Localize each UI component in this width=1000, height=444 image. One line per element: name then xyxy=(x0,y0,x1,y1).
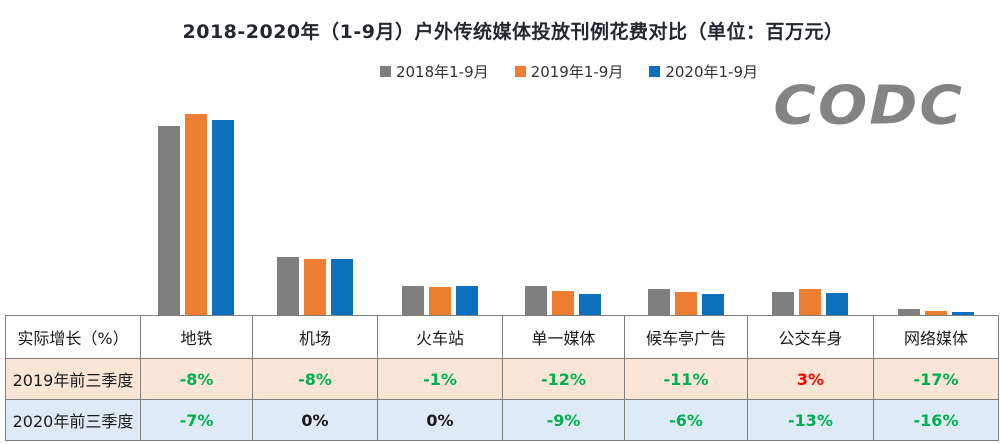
legend-label: 2020年1-9月 xyxy=(665,63,759,81)
chart-bar xyxy=(276,257,299,315)
growth-value-cell: -9% xyxy=(502,399,625,441)
chart-bar xyxy=(525,286,547,315)
table-column-header: 机场 xyxy=(252,315,378,359)
chart-bar xyxy=(330,259,353,315)
growth-value-cell: -1% xyxy=(377,358,503,400)
bar-group-3 xyxy=(377,98,502,315)
bar-group-7 xyxy=(873,98,998,315)
table-column-header: 公交车身 xyxy=(747,315,874,359)
growth-value-cell: -17% xyxy=(873,358,999,400)
growth-table: 实际增长（%） 地铁 机场 火车站 单一媒体 候车亭广告 公交车身 网络媒体 2019年前三季度… xyxy=(5,315,999,441)
legend-item: 2019年1-9月 xyxy=(514,61,624,82)
chart-bar xyxy=(826,293,848,315)
growth-value-cell: 0% xyxy=(252,399,378,441)
legend-label: 2019年1-9月 xyxy=(530,63,624,81)
chart-bar xyxy=(428,287,451,315)
growth-value-cell: 0% xyxy=(377,399,503,441)
bar-group-6 xyxy=(747,98,873,315)
growth-value-cell: -8% xyxy=(140,358,253,400)
table-column-header: 网络媒体 xyxy=(873,315,999,359)
legend-swatch-icon xyxy=(649,66,661,77)
table-header-row: 实际增长（%） 地铁 机场 火车站 单一媒体 候车亭广告 公交车身 网络媒体 xyxy=(5,315,999,359)
legend-item: 2018年1-9月 xyxy=(379,61,489,82)
growth-value-cell: -6% xyxy=(624,399,748,441)
table-row: 2019年前三季度 -8% -8% -1% -12% -11% 3% -17% xyxy=(5,358,999,400)
bar-group-4 xyxy=(502,98,624,315)
chart-bar xyxy=(401,286,424,315)
legend-swatch-icon xyxy=(379,66,391,77)
chart-bar xyxy=(701,294,724,315)
codc-logo: CODC xyxy=(773,73,964,137)
chart-bar xyxy=(303,259,326,315)
chart-bar xyxy=(647,289,670,315)
bar-chart xyxy=(5,98,998,315)
legend-label: 2018年1-9月 xyxy=(395,63,489,81)
growth-value-cell: -8% xyxy=(252,358,378,400)
legend: 2018年1-9月 2019年1-9月 2020年1-9月 xyxy=(140,61,998,82)
table-column-header: 单一媒体 xyxy=(502,315,625,359)
table-column-header: 火车站 xyxy=(377,315,503,359)
table-row-label: 2019年前三季度 xyxy=(5,358,141,400)
chart-bar xyxy=(455,286,478,315)
chart-bar xyxy=(772,292,794,315)
growth-value-cell: -7% xyxy=(140,399,253,441)
table-column-header: 候车亭广告 xyxy=(624,315,748,359)
table-row: 2020年前三季度 -7% 0% 0% -9% -6% -13% -16% xyxy=(5,399,999,441)
chart-bar xyxy=(212,120,234,315)
growth-value-cell: -12% xyxy=(502,358,625,400)
chart-bar xyxy=(158,126,180,315)
table-column-header: 地铁 xyxy=(140,315,253,359)
chart-title: 2018-2020年（1-9月）户外传统媒体投放刊例花费对比（单位：百万元） xyxy=(182,21,844,43)
chart-bar xyxy=(897,309,920,315)
chart-bar xyxy=(579,294,601,315)
legend-swatch-icon xyxy=(514,66,526,77)
chart-bar xyxy=(924,311,947,315)
chart-bar xyxy=(552,291,574,315)
chart-bar xyxy=(185,114,207,315)
growth-value-cell: -11% xyxy=(624,358,748,400)
growth-value-cell: -13% xyxy=(747,399,874,441)
chart-bar xyxy=(674,292,697,315)
table-corner-label: 实际增长（%） xyxy=(5,315,141,359)
chart-bar xyxy=(799,289,821,315)
bar-group-2 xyxy=(252,98,377,315)
bar-group-5 xyxy=(624,98,747,315)
table-row-label: 2020年前三季度 xyxy=(5,399,141,441)
bar-group-1 xyxy=(140,98,252,315)
growth-value-cell: -16% xyxy=(873,399,999,441)
growth-value-cell: 3% xyxy=(747,358,874,400)
chart-bar xyxy=(951,312,974,315)
legend-item: 2020年1-9月 xyxy=(649,61,758,82)
